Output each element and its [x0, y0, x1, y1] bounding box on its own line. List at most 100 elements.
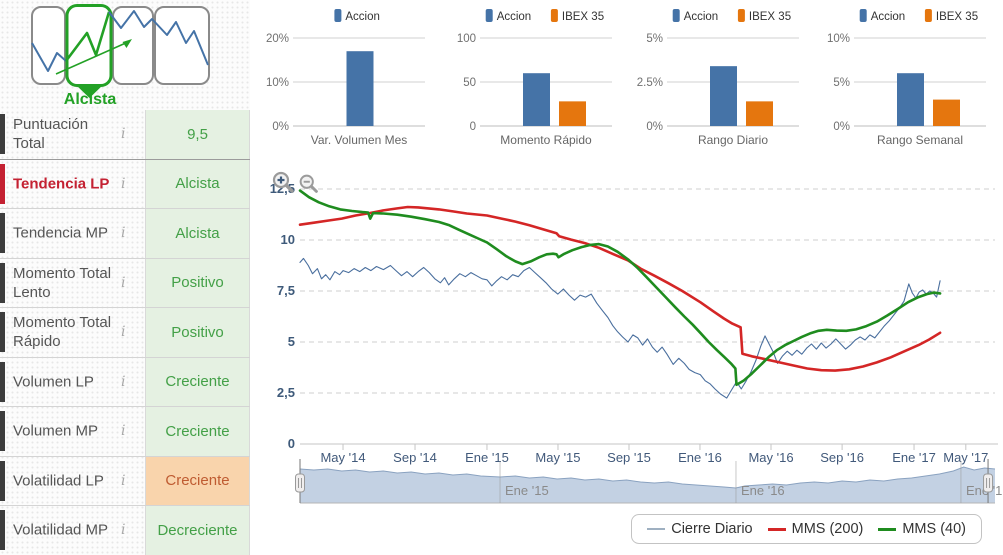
row-marker — [0, 262, 5, 303]
indicator-row-volumen-mp[interactable]: Volumen MP i Creciente — [0, 407, 250, 457]
mini-chart-rango-diario: Accion IBEX 35 0% 2.5% 5% Rango Diario — [637, 9, 799, 147]
series-mms-200- — [298, 205, 942, 372]
y-axis-label: 10 — [281, 232, 295, 247]
indicator-row-volatilidad-lp[interactable]: Volatilidad LP i Creciente — [0, 456, 250, 506]
navigator-handle-right[interactable] — [983, 459, 994, 503]
legend-label: Accion — [345, 11, 380, 23]
indicator-row-volatilidad-mp[interactable]: Volatilidad MP i Decreciente — [0, 506, 250, 555]
row-label: Tendencia LP — [13, 175, 110, 193]
info-icon[interactable]: i — [121, 324, 126, 341]
y-axis-tick-label: 0 — [470, 121, 476, 133]
trend-card-1[interactable] — [31, 6, 66, 85]
indicator-row-tendencia-lp[interactable]: Tendencia LP i Alcista — [0, 159, 250, 209]
bar-accion — [897, 73, 924, 126]
y-axis-tick-label: 100 — [457, 33, 476, 45]
legend-swatch-ibex35 — [924, 9, 932, 22]
y-axis-tick-label: 10% — [827, 33, 850, 45]
indicator-row-momento-total-rapido[interactable]: Momento Total Rápido i Positivo — [0, 308, 250, 358]
legend-item-mms-200[interactable]: MMS (200) — [767, 521, 863, 537]
row-marker — [0, 163, 5, 204]
y-axis-tick-label: 10% — [266, 77, 289, 89]
mini-chart-rango-semanal: Accion IBEX 35 0% 5% 10% Rango Semanal — [827, 9, 986, 147]
mini-chart-title: Var. Volumen Mes — [311, 133, 408, 147]
trend-zigzag-green — [64, 11, 111, 62]
indicator-row-tendencia-mp[interactable]: Tendencia MP i Alcista — [0, 209, 250, 259]
zoom-in-button[interactable] — [271, 170, 295, 194]
legend-item-mms-40[interactable]: MMS (40) — [878, 521, 966, 537]
zoom-out-button[interactable] — [298, 173, 319, 194]
row-label: Volatilidad LP — [13, 472, 104, 490]
legend-swatch-accion — [485, 9, 493, 22]
value-cell: Decreciente — [145, 506, 250, 555]
series-mms-40- — [298, 189, 942, 387]
row-marker — [0, 411, 5, 452]
trend-card-selected[interactable] — [65, 4, 113, 87]
bar-accion — [346, 51, 374, 127]
y-axis-tick-label: 50 — [463, 77, 476, 89]
info-icon[interactable]: i — [121, 423, 126, 440]
navigator-date-label: Ene '16 — [741, 483, 785, 498]
value-cell: Creciente — [145, 357, 250, 406]
legend-label: Accion — [684, 11, 719, 23]
y-axis-tick-label: 0% — [646, 121, 663, 133]
y-axis-tick-label: 2.5% — [637, 77, 663, 89]
legend-label: IBEX 35 — [749, 11, 791, 23]
y-axis-tick-label: 20% — [266, 33, 289, 45]
indicator-row-volumen-lp[interactable]: Volumen LP i Creciente — [0, 357, 250, 407]
info-icon[interactable]: i — [121, 225, 126, 242]
comparison-mini-charts: Accion 0% 10% 20% Var. Volumen Mes Accion IBE… — [253, 0, 1003, 152]
y-axis-tick-label: 0% — [272, 121, 289, 133]
row-marker — [0, 312, 5, 353]
value-cell: Creciente — [145, 407, 250, 456]
row-label: Puntuación Total — [13, 116, 89, 153]
value-cell: Creciente — [145, 456, 250, 505]
info-icon[interactable]: i — [121, 522, 126, 539]
row-marker — [0, 361, 5, 402]
trend-zigzag-blue-left — [31, 42, 67, 72]
row-marker — [0, 213, 5, 254]
zoom-in-icon — [272, 171, 294, 193]
series-cierre-diario — [299, 257, 941, 399]
bar-accion — [523, 73, 550, 126]
trend-card-4[interactable] — [154, 6, 210, 85]
info-icon[interactable]: i — [121, 175, 126, 192]
legend-item-cierre-diario[interactable]: Cierre Diario — [647, 521, 753, 537]
selected-card-pointer-icon — [75, 84, 104, 98]
trend-phase-cards[interactable] — [28, 3, 253, 108]
mini-chart-var-volumen-mes: Accion 0% 10% 20% Var. Volumen Mes — [266, 9, 425, 147]
info-icon[interactable]: i — [121, 373, 126, 390]
navigator-area-outline — [299, 466, 996, 489]
x-axis-label: May '15 — [535, 450, 580, 465]
legend-line-swatch — [647, 528, 666, 530]
x-axis-label: Ene '16 — [678, 450, 722, 465]
value-cell: Alcista — [145, 159, 250, 208]
bar-ibex35 — [746, 101, 773, 126]
info-icon[interactable]: i — [121, 274, 126, 291]
navigator-handle-left[interactable] — [295, 459, 305, 503]
zoom-out-icon — [299, 174, 318, 193]
row-label: Volumen MP — [13, 422, 99, 440]
bar-ibex35 — [559, 101, 586, 126]
legend-label: IBEX 35 — [936, 11, 978, 23]
value-cell: Positivo — [145, 258, 250, 307]
x-axis-label: Ene '15 — [465, 450, 509, 465]
indicator-table: Puntuación Total i 9,5 Tendencia LP i Al… — [0, 110, 250, 555]
info-icon[interactable]: i — [121, 472, 126, 489]
legend-label: Cierre Diario — [671, 521, 753, 537]
y-axis-label: 5 — [288, 334, 295, 349]
row-label: Momento Total Rápido — [13, 314, 112, 351]
mini-chart-title: Momento Rápido — [500, 133, 592, 147]
x-axis-label: May '14 — [320, 450, 365, 465]
chart-legend[interactable]: Cierre Diario MMS (200) MMS (40) — [631, 514, 982, 544]
y-axis-label: 0 — [288, 436, 295, 451]
legend-label: MMS (40) — [902, 521, 966, 537]
indicator-row-momento-total-lento[interactable]: Momento Total Lento i Positivo — [0, 258, 250, 308]
legend-swatch-accion — [672, 9, 680, 22]
x-axis-label: Sep '16 — [820, 450, 864, 465]
indicator-row-puntuacion-total[interactable]: Puntuación Total i 9,5 — [0, 110, 250, 160]
row-marker — [0, 114, 5, 155]
info-icon[interactable]: i — [121, 126, 126, 143]
mini-chart-title: Rango Diario — [698, 133, 768, 147]
